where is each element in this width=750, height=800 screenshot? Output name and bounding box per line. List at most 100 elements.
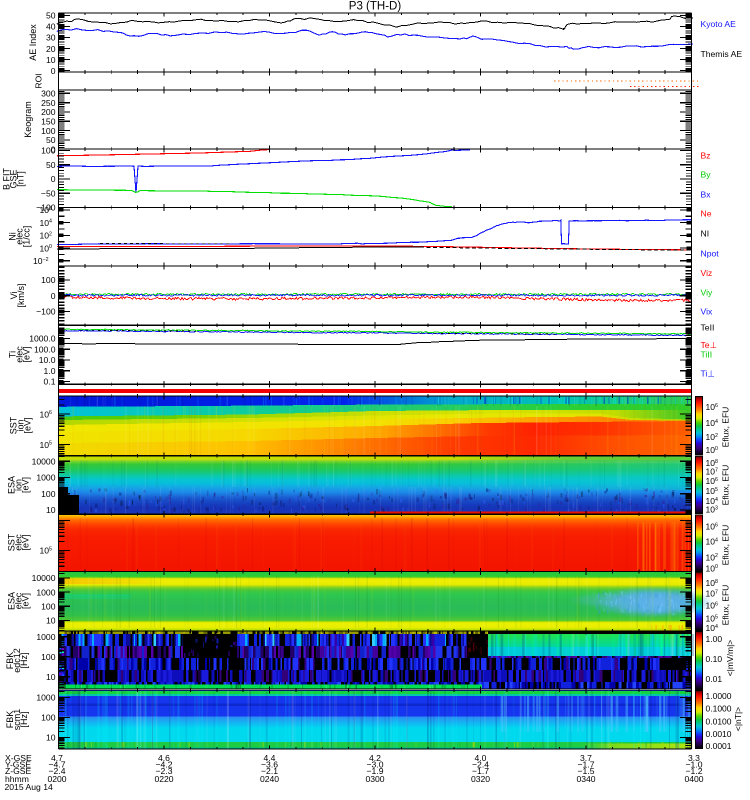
svg-text:B FIT: B FIT (2, 167, 12, 190)
svg-text:3.3: 3.3 (688, 753, 700, 763)
svg-text:108: 108 (706, 458, 718, 468)
svg-text:100: 100 (41, 275, 56, 285)
svg-text:Te⊥: Te⊥ (701, 340, 718, 350)
svg-text:0300: 0300 (365, 774, 384, 784)
svg-text:50: 50 (46, 160, 56, 170)
svg-text:Viz: Viz (701, 268, 713, 278)
svg-text:Eflux, EFU: Eflux, EFU (721, 525, 731, 566)
svg-text:50: 50 (46, 11, 56, 21)
svg-text:4.6: 4.6 (158, 753, 170, 763)
svg-text:50: 50 (46, 135, 56, 145)
svg-text:10: 10 (46, 733, 56, 743)
svg-text:106: 106 (706, 601, 718, 611)
svg-text:10: 10 (46, 505, 56, 515)
svg-text:10−2: 10−2 (33, 256, 49, 266)
svg-text:[Hz]: [Hz] (19, 652, 29, 668)
svg-text:−1.5: −1.5 (578, 766, 595, 776)
svg-text:102: 102 (39, 231, 52, 241)
svg-text:30: 30 (46, 33, 56, 43)
svg-text:1000.0: 1000.0 (29, 334, 56, 344)
svg-text:100: 100 (706, 445, 718, 455)
svg-text:Vix: Vix (701, 307, 713, 317)
svg-text:0320: 0320 (471, 774, 490, 784)
svg-text:2015 Aug 14: 2015 Aug 14 (5, 782, 53, 792)
svg-text:104: 104 (706, 537, 718, 547)
svg-text:Bz: Bz (701, 151, 711, 161)
svg-text:0400: 0400 (684, 774, 703, 784)
svg-text:0: 0 (51, 174, 56, 184)
svg-text:Ti: Ti (8, 351, 18, 358)
svg-text:ESA: ESA (7, 592, 17, 610)
svg-text:−4.2: −4.2 (156, 760, 173, 770)
svg-text:ion: ion (16, 419, 26, 431)
svg-text:0.1: 0.1 (44, 377, 56, 387)
svg-text:−50: −50 (41, 188, 56, 198)
svg-text:ESA: ESA (7, 476, 17, 494)
svg-text:Y-GSE: Y-GSE (5, 760, 31, 770)
svg-text:100.0: 100.0 (34, 344, 56, 354)
svg-text:1.0: 1.0 (44, 366, 56, 376)
svg-text:105: 105 (706, 614, 718, 624)
svg-text:107: 107 (706, 467, 718, 477)
svg-text:ROI: ROI (34, 73, 44, 88)
svg-text:100: 100 (41, 146, 56, 156)
svg-text:104: 104 (39, 218, 52, 228)
svg-text:−2.4: −2.4 (49, 766, 66, 776)
svg-text:SST: SST (7, 533, 17, 551)
svg-text:100: 100 (41, 489, 56, 499)
svg-text:105: 105 (39, 546, 52, 556)
svg-text:[Hz]: [Hz] (19, 711, 29, 727)
svg-text:0: 0 (51, 66, 56, 76)
svg-text:0220: 0220 (154, 774, 173, 784)
svg-text:TiII: TiII (701, 350, 713, 360)
svg-text:−100: −100 (36, 307, 56, 317)
svg-text:−3.0: −3.0 (367, 760, 384, 770)
svg-text:3.7: 3.7 (580, 753, 592, 763)
svg-text:106: 106 (706, 476, 718, 486)
svg-text:106: 106 (39, 205, 52, 215)
svg-text:[km/s]: [km/s] (16, 284, 26, 308)
svg-text:100: 100 (41, 652, 56, 662)
svg-text:0: 0 (51, 145, 56, 155)
svg-text:0.0010: 0.0010 (706, 729, 732, 739)
svg-text:−4.7: −4.7 (49, 760, 66, 770)
svg-text:[eV]: [eV] (20, 534, 30, 550)
svg-text:<|mV/m|>: <|mV/m|> (725, 640, 735, 677)
svg-text:10: 10 (46, 672, 56, 682)
svg-text:0.0100: 0.0100 (706, 716, 732, 726)
svg-text:Vi: Vi (9, 292, 19, 300)
svg-text:1000: 1000 (36, 587, 55, 597)
svg-text:FBK: FBK (5, 652, 15, 670)
svg-text:10: 10 (46, 55, 56, 65)
svg-text:10000: 10000 (32, 456, 56, 466)
svg-text:102: 102 (706, 432, 718, 442)
svg-text:−1.7: −1.7 (472, 766, 489, 776)
svg-text:SST: SST (9, 416, 19, 434)
svg-text:1.00: 1.00 (706, 634, 723, 644)
svg-text:FBK: FBK (5, 711, 15, 729)
svg-text:106: 106 (39, 409, 52, 419)
svg-text:102: 102 (706, 552, 718, 562)
svg-text:−100: −100 (36, 203, 56, 213)
svg-text:Kyoto AE: Kyoto AE (701, 19, 737, 29)
svg-text:−1.2: −1.2 (686, 766, 703, 776)
svg-text:0.01: 0.01 (706, 674, 723, 684)
svg-text:X-GSE: X-GSE (5, 753, 32, 763)
svg-text:10.0: 10.0 (39, 355, 56, 365)
svg-text:Npot: Npot (701, 249, 720, 259)
svg-text:NI: NI (701, 229, 710, 239)
svg-text:Z-GSE: Z-GSE (5, 766, 32, 776)
svg-text:4.4: 4.4 (264, 753, 276, 763)
svg-text:0240: 0240 (260, 774, 279, 784)
svg-text:−3.6: −3.6 (261, 760, 278, 770)
svg-text:−1.7: −1.7 (578, 760, 595, 770)
svg-text:1.0000: 1.0000 (706, 691, 732, 701)
svg-text:Eflux, EFU: Eflux, EFU (721, 465, 731, 506)
svg-text:20: 20 (46, 44, 56, 54)
svg-text:104: 104 (706, 496, 718, 506)
svg-text:0.0001: 0.0001 (706, 741, 732, 751)
svg-text:Ti⊥: Ti⊥ (701, 369, 716, 379)
svg-text:−2.1: −2.1 (261, 766, 278, 776)
svg-text:[eV]: [eV] (20, 477, 30, 493)
svg-text:Viy: Viy (701, 288, 713, 298)
